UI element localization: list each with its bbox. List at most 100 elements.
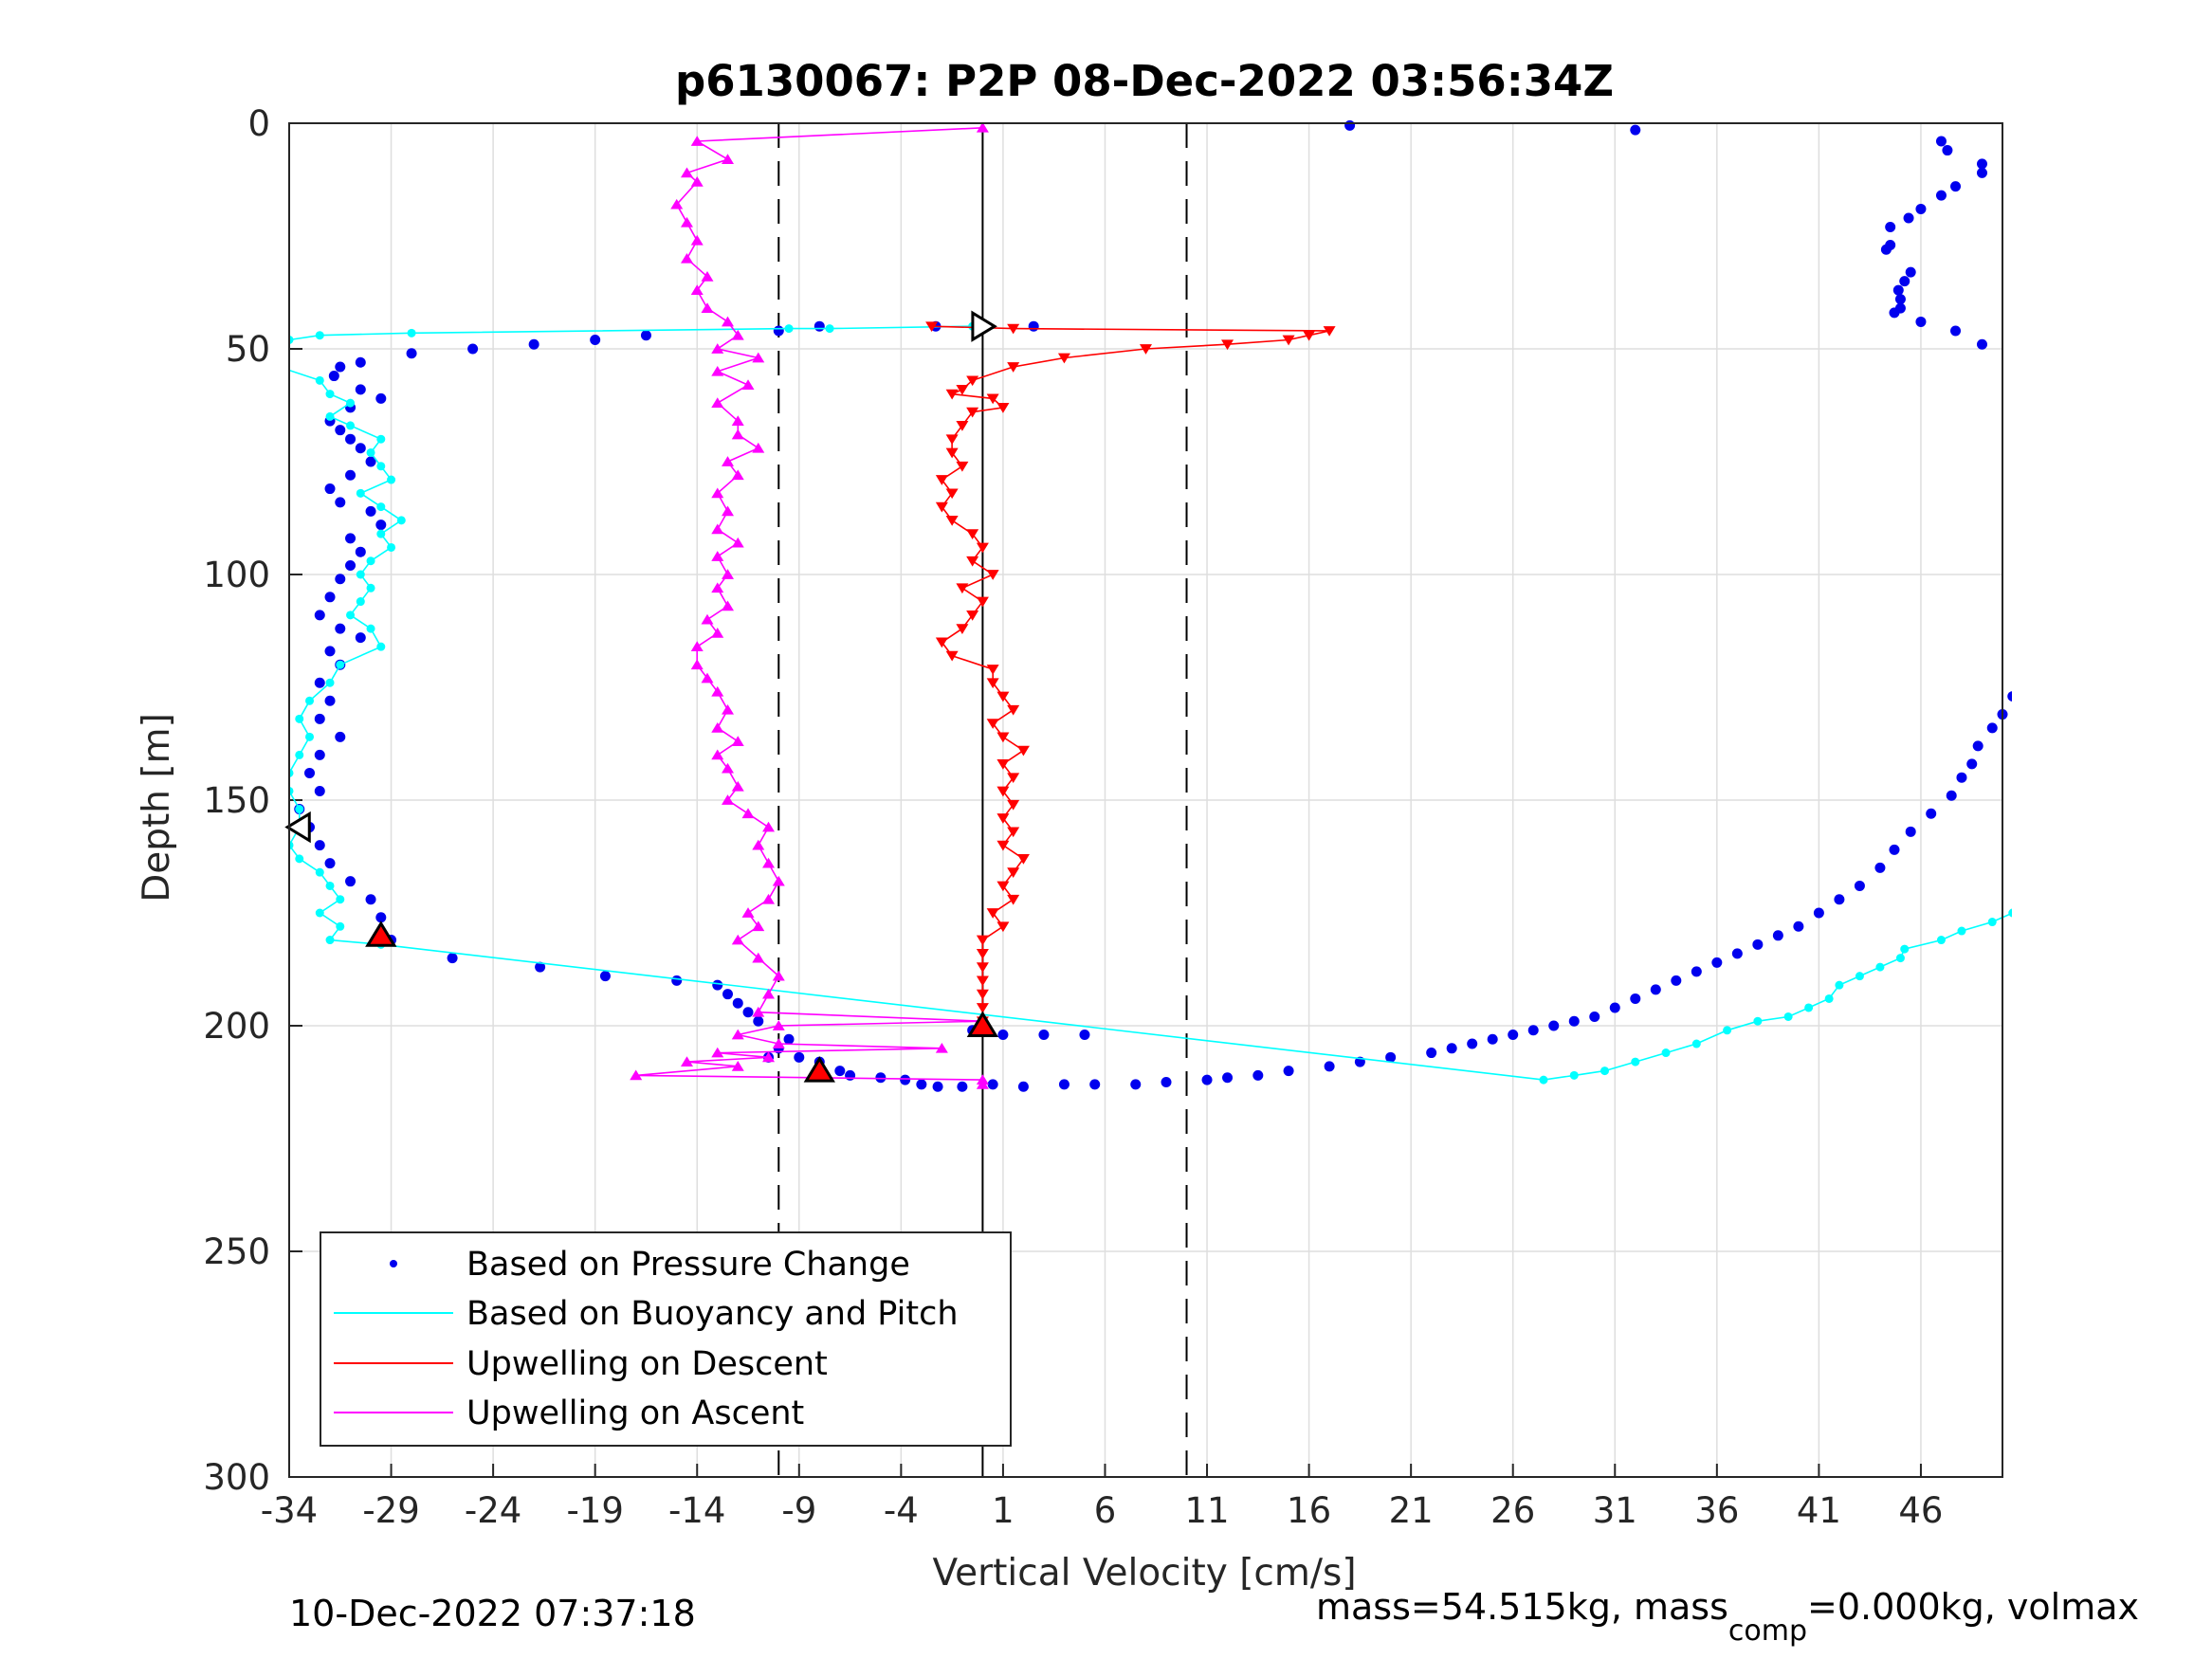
y-tick-label: 100 [203,555,270,595]
data-point [304,767,316,778]
x-tick-label: 31 [1593,1490,1637,1531]
data-point [845,1069,856,1081]
data-point [1691,966,1702,977]
data-point [355,546,366,557]
data-point [305,732,315,741]
data-point [945,434,959,446]
data-point [722,505,735,517]
data-point [1016,854,1030,865]
data-point [956,583,969,594]
data-point [1905,266,1916,278]
data-point [356,570,365,579]
data-point [772,875,785,886]
data-point [305,696,315,705]
data-point [996,732,1010,743]
y-tick-labels: 0 50 100 150 200 250 300 [203,103,270,1498]
data-point [762,893,776,904]
data-point [996,881,1010,892]
data-point [366,583,375,592]
data-point [447,953,458,964]
data-point [945,389,959,400]
data-point [640,330,651,341]
x-tick-label: 11 [1184,1490,1229,1531]
data-point [690,136,704,146]
data-point [752,839,765,850]
data-point [711,487,724,499]
event-marker [966,1011,999,1037]
data-point [314,677,325,688]
data-point [711,343,724,354]
data-point [731,780,744,792]
data-point [731,1060,744,1071]
x-axis-label: Vertical Velocity [cm/s] [932,1552,1356,1595]
data-point [1385,1051,1397,1063]
data-point [289,841,294,850]
data-point [1966,758,1978,770]
data-point [599,971,611,982]
data-point [996,691,1010,702]
data-point [996,759,1010,770]
data-point [875,1072,887,1084]
data-point [315,908,324,918]
data-point [690,659,704,670]
data-point [731,469,744,481]
data-point [956,624,969,634]
data-point [406,348,417,359]
data-point [711,397,724,408]
data-point [701,672,714,684]
data-point [355,632,366,644]
data-point [467,343,479,355]
data-point [825,324,834,334]
data-point [315,375,324,385]
data-point [345,876,356,887]
series-layer [289,119,2012,1092]
data-point [722,316,735,327]
x-tick-label: -19 [566,1490,623,1531]
data-point [1130,1079,1142,1090]
data-point [1885,221,1896,232]
data-point [535,961,546,973]
data-point [1467,1038,1478,1049]
data-point [335,425,346,436]
data-point [1972,740,1983,752]
data-point [997,1030,1009,1041]
x-tick-label: 46 [1898,1490,1943,1531]
data-point [1426,1048,1437,1059]
data-point [2007,691,2012,702]
x-tick-label: 1 [992,1490,1015,1531]
data-point [376,434,386,444]
data-point [945,488,959,500]
x-tick-label: 21 [1389,1490,1434,1531]
data-point [1903,212,1914,224]
data-point [783,1033,795,1045]
data-point [976,948,989,959]
data-point [935,1042,948,1053]
legend-label-pressure: Based on Pressure Change [466,1246,910,1284]
data-point [976,962,989,973]
data-point [335,623,346,634]
data-point [1508,1030,1519,1041]
data-point [935,501,948,513]
data-point [1161,1077,1172,1087]
data-point [325,390,335,399]
data-point [1936,936,1946,945]
data-point [1889,844,1900,855]
data-point [315,331,324,340]
data-point [731,329,744,340]
data-point [945,516,959,526]
chart-title: p6130067: P2P 08-Dec-2022 03:56:34Z [675,56,1614,106]
data-point [1221,339,1234,351]
data-point [711,1047,724,1058]
data-point [1140,344,1152,355]
data-point [1007,827,1020,838]
data-point [324,592,336,603]
data-point [387,542,396,552]
data-point [1987,918,1997,927]
data-point [1824,994,1834,1003]
data-point [1926,808,1937,819]
data-point [996,921,1010,933]
data-point [701,613,714,625]
data-point [762,988,776,999]
data-point [752,352,765,363]
